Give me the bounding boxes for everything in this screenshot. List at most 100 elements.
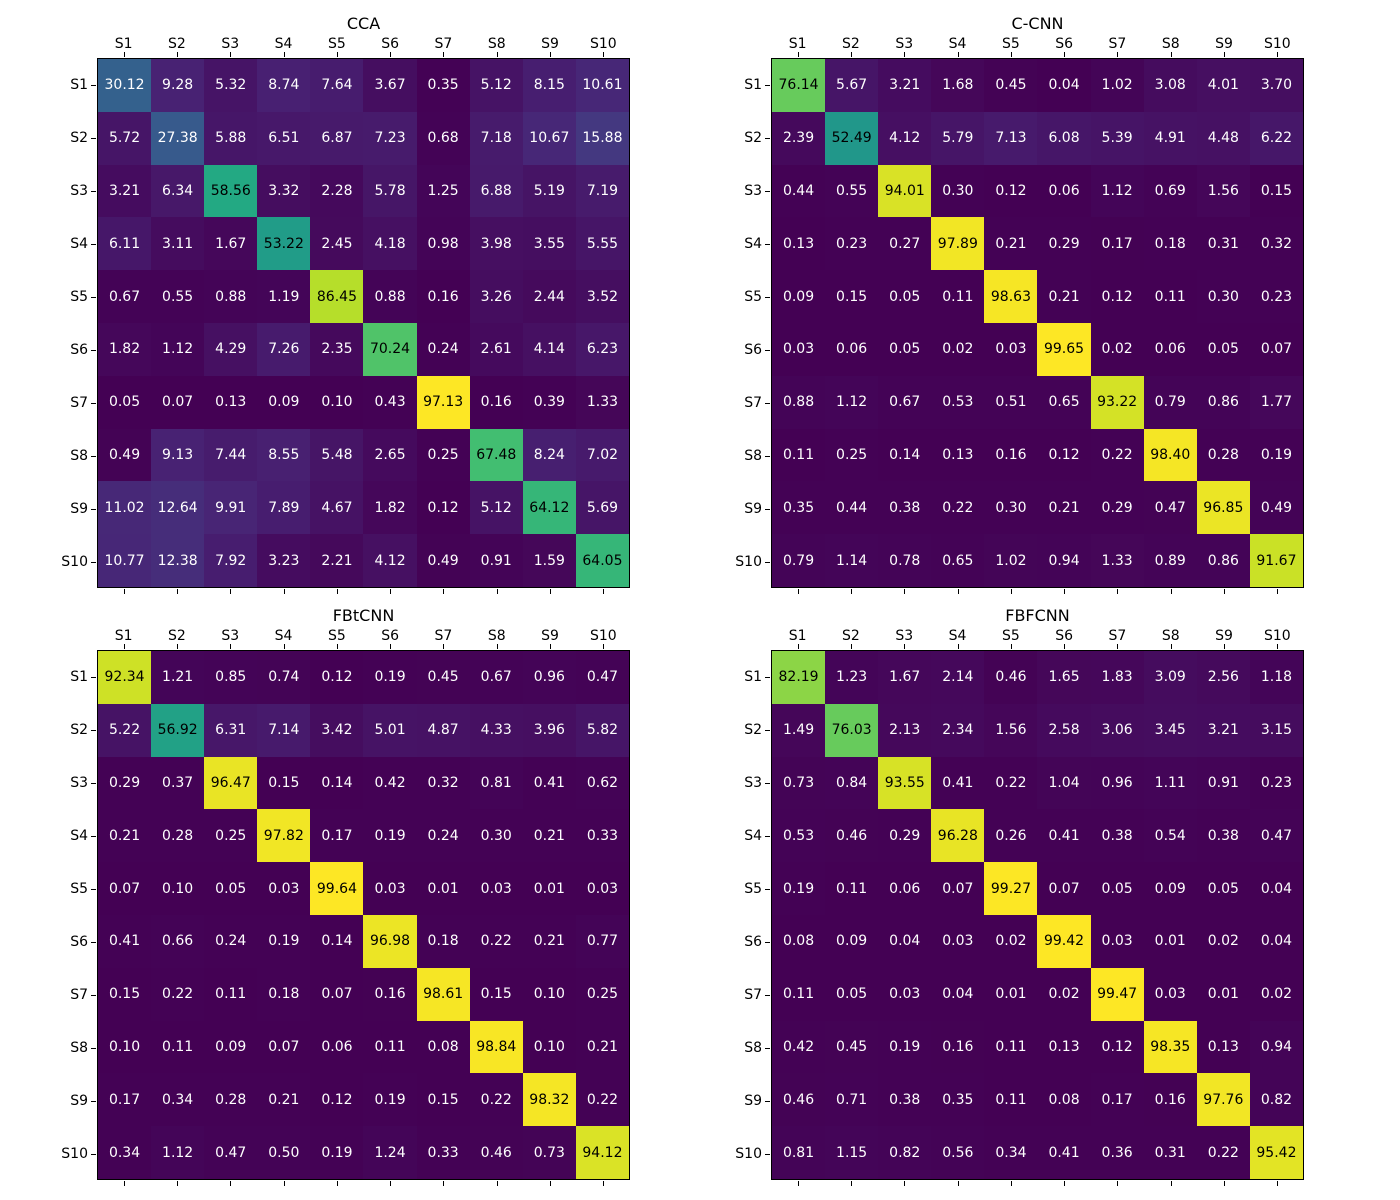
heatmap-cell: 1.19 [257,270,311,323]
heatmap-cell: 0.51 [984,375,1038,429]
heatmap-cell: 0.17 [1090,217,1144,271]
heatmap-cell: 0.47 [1143,481,1197,535]
heatmap-cell: 4.91 [1143,111,1197,165]
x-tick-mark-bottom [1170,589,1172,594]
x-tick-label: S3 [221,36,240,52]
heatmap-cell: 4.14 [522,322,576,376]
x-tick-mark-bottom [550,589,552,594]
heatmap-cell: 0.41 [522,756,576,810]
heatmap-cell: 0.17 [98,1073,152,1127]
heatmap-cell: 0.09 [257,375,311,429]
x-tick-mark-top [1277,644,1279,649]
heatmap-cell: 9.13 [151,428,205,482]
heatmap-cell: 0.09 [772,270,826,323]
heatmap-cell: 5.12 [469,481,523,535]
heatmap-cell: 0.13 [1196,1020,1250,1074]
heatmap-cell: 0.43 [363,375,417,429]
y-tick-mark [91,994,96,996]
heatmap-cell: 15.88 [575,111,629,165]
x-tick-mark-top [123,644,125,649]
y-tick-label: S7 [744,986,762,1003]
heatmap-cell: 0.05 [825,967,879,1021]
heatmap-cell: 0.24 [416,809,470,863]
heatmap-cell: 0.12 [984,164,1038,218]
heatmap-cell: 0.18 [416,914,470,968]
heatmap-cell: 10.61 [575,59,629,112]
y-tick-mark [765,508,770,510]
heatmap-cell: 0.34 [151,1073,205,1127]
heatmap-cell: 0.89 [1143,534,1197,587]
x-tick-label: S1 [788,628,807,644]
heatmap-cell: 2.65 [363,428,417,482]
x-tick-mark-bottom [1224,1181,1226,1186]
heatmap-cell: 0.62 [575,756,629,810]
heatmap-cell: 0.12 [1090,270,1144,323]
heatmap-cell: 0.53 [931,375,985,429]
heatmap-cell: 0.85 [204,651,258,704]
x-tick-label: S4 [948,628,967,644]
heatmap-cell: 0.49 [416,534,470,587]
x-tick-label: S6 [381,36,400,52]
heatmap-cell: 0.22 [469,1073,523,1127]
heatmap-cell: 0.94 [1037,534,1091,587]
heatmap-cell: 0.12 [310,651,364,704]
heatmap-cell: 0.01 [416,862,470,915]
y-tick-mark [765,888,770,890]
heatmap-cell: 6.31 [204,703,258,757]
x-tick-mark-top [390,644,392,649]
heatmap-grid: 92.34 1.21 0.85 0.74 0.12 0.19 0.45 0.67 0.96 0.4… [97,650,630,1180]
y-tick-mark [765,782,770,784]
heatmap-cell: 0.15 [469,967,523,1021]
heatmap-cell: 0.16 [416,270,470,323]
heatmap-cell: 3.55 [522,217,576,271]
heatmap-cell: 3.15 [1249,703,1303,757]
heatmap-cell: 7.89 [257,481,311,535]
heatmap-cell: 0.03 [931,914,985,968]
heatmap-cell: 67.48 [469,428,523,482]
x-tick-mark-top [390,52,392,57]
heatmap-cell: 0.10 [310,375,364,429]
x-tick-mark-bottom [336,589,338,594]
heatmap-grid: 76.14 5.67 3.21 1.68 0.45 0.04 1.02 3.08 4.01 3.7… [771,58,1304,588]
y-tick-label: S8 [744,447,762,464]
heatmap-cell: 0.41 [1037,809,1091,863]
heatmap-cell: 98.35 [1143,1020,1197,1074]
x-tick-mark-bottom [550,1181,552,1186]
y-tick-label: S9 [70,1092,88,1109]
heatmap-cell: 4.18 [363,217,417,271]
heatmap-cell: 0.46 [469,1126,523,1179]
x-tick-mark-bottom [1170,1181,1172,1186]
heatmap-cell: 58.56 [204,164,258,218]
y-tick-mark [91,941,96,943]
heatmap-cell: 0.12 [416,481,470,535]
heatmap-cell: 0.21 [984,217,1038,271]
y-tick-label: S6 [70,933,88,950]
y-tick-mark [91,455,96,457]
heatmap-cell: 0.45 [416,651,470,704]
x-tick-mark-bottom [797,1181,799,1186]
heatmap-cell: 2.35 [310,322,364,376]
y-tick-label: S1 [744,668,762,685]
heatmap-cell: 8.74 [257,59,311,112]
heatmap-cell: 2.45 [310,217,364,271]
heatmap-cell: 6.34 [151,164,205,218]
heatmap-cell: 93.55 [878,756,932,810]
heatmap-cell: 1.33 [575,375,629,429]
heatmap-cell: 2.39 [772,111,826,165]
y-tick-label: S7 [70,986,88,1003]
heatmap-cell: 0.22 [575,1073,629,1127]
heatmap-cell: 7.14 [257,703,311,757]
heatmap-cell: 30.12 [98,59,152,112]
heatmap-cell: 0.96 [522,651,576,704]
y-tick-label: S10 [735,1145,762,1162]
x-tick-mark-top [1117,644,1119,649]
heatmap-cell: 0.41 [1037,1126,1091,1179]
x-tick-mark-bottom [1064,1181,1066,1186]
y-tick-label: S2 [744,721,762,738]
heatmap-cell: 3.70 [1249,59,1303,112]
heatmap-cell: 0.78 [878,534,932,587]
y-tick-mark [765,296,770,298]
heatmap-cell: 56.92 [151,703,205,757]
heatmap-cell: 0.05 [878,270,932,323]
